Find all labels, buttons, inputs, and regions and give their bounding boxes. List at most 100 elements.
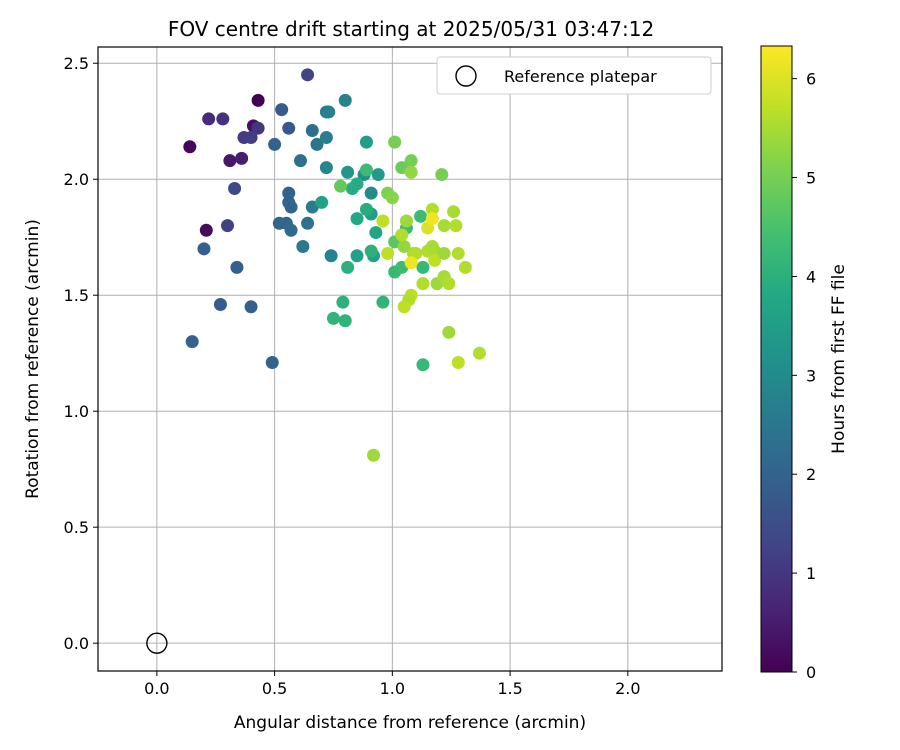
colorbar-label: Hours from first FF file <box>829 264 849 454</box>
data-point <box>376 214 390 228</box>
data-point <box>416 277 430 291</box>
data-point <box>472 346 486 360</box>
data-point <box>364 186 378 200</box>
data-point <box>202 112 216 126</box>
data-point <box>251 121 265 135</box>
data-point <box>435 168 449 182</box>
x-axis-ticks: 0.0 0.5 1.0 1.5 2.0 <box>144 671 641 698</box>
data-point <box>449 219 463 233</box>
data-point <box>414 209 428 223</box>
data-point <box>425 202 439 216</box>
data-point <box>324 249 338 263</box>
data-point <box>197 242 211 256</box>
colorbar-tick-label: 6 <box>806 70 816 89</box>
data-point <box>388 135 402 149</box>
colorbar-ticks: 0 1 2 3 4 5 6 <box>792 70 816 682</box>
data-point <box>213 297 227 311</box>
data-point <box>315 195 329 209</box>
data-point <box>447 205 461 219</box>
data-point <box>451 355 465 369</box>
data-point <box>183 140 197 154</box>
data-point <box>251 93 265 107</box>
data-point <box>395 228 409 242</box>
data-point <box>284 200 298 214</box>
data-point <box>336 295 350 309</box>
data-point <box>397 300 411 314</box>
data-point <box>319 130 333 144</box>
colorbar: 0 1 2 3 4 5 6 Hours from first FF file <box>760 45 849 682</box>
colorbar-tick-label: 1 <box>806 564 816 583</box>
x-axis-label: Angular distance from reference (arcmin) <box>234 713 586 733</box>
data-point <box>319 161 333 175</box>
data-point <box>367 448 381 462</box>
data-point <box>338 314 352 328</box>
y-tick-label: 2.0 <box>64 170 89 189</box>
data-point <box>451 246 465 260</box>
x-tick-label: 1.5 <box>497 679 522 698</box>
x-tick-label: 0.5 <box>262 679 287 698</box>
legend-marker <box>455 65 477 87</box>
data-point <box>381 246 395 260</box>
data-point <box>223 154 237 168</box>
data-point <box>437 219 451 233</box>
data-point <box>404 256 418 270</box>
data-point <box>350 177 364 191</box>
y-tick-label: 2.5 <box>64 54 89 73</box>
data-point <box>371 168 385 182</box>
data-point <box>425 212 439 226</box>
data-point <box>334 179 348 193</box>
data-point <box>282 186 296 200</box>
data-point <box>244 300 258 314</box>
x-tick-label: 0.0 <box>144 679 169 698</box>
data-point <box>244 130 258 144</box>
data-point <box>350 212 364 226</box>
data-point <box>428 253 442 267</box>
data-point <box>275 103 289 117</box>
data-point <box>221 219 235 233</box>
data-point <box>235 151 249 165</box>
data-point <box>322 105 336 119</box>
reference-platepar-marker <box>146 632 168 654</box>
data-point <box>341 260 355 274</box>
legend: Reference platepar <box>436 56 712 95</box>
data-point <box>338 93 352 107</box>
legend-box <box>436 56 712 95</box>
data-point <box>350 249 364 263</box>
colorbar-tick-label: 2 <box>806 465 816 484</box>
data-point <box>341 165 355 179</box>
plot-area-frame <box>97 46 723 672</box>
data-point <box>364 244 378 258</box>
y-tick-label: 1.0 <box>64 402 89 421</box>
data-point <box>437 246 451 260</box>
data-point <box>296 239 310 253</box>
colorbar-tick-label: 4 <box>806 267 816 286</box>
data-point <box>305 124 319 138</box>
data-point <box>442 277 456 291</box>
colorbar-tick-label: 3 <box>806 366 816 385</box>
data-point <box>216 112 230 126</box>
data-point <box>416 260 430 274</box>
data-point <box>265 355 279 369</box>
data-point <box>185 335 199 349</box>
y-tick-label: 0.5 <box>64 518 89 537</box>
data-point <box>369 226 383 240</box>
data-points <box>183 68 486 462</box>
colorbar-gradient <box>760 45 793 673</box>
data-point <box>359 163 373 177</box>
y-tick-label: 0.0 <box>64 634 89 653</box>
data-point <box>284 223 298 237</box>
data-point <box>359 202 373 216</box>
data-point <box>301 216 315 230</box>
data-point <box>359 135 373 149</box>
data-point <box>294 154 308 168</box>
data-point <box>399 214 413 228</box>
data-point <box>228 182 242 196</box>
y-tick-label: 1.5 <box>64 286 89 305</box>
y-axis-label: Rotation from reference (arcmin) <box>23 219 43 499</box>
data-point <box>442 325 456 339</box>
reference-marker-group <box>146 632 168 654</box>
data-point <box>416 358 430 372</box>
colorbar-tick-label: 0 <box>806 663 816 682</box>
data-point <box>199 223 213 237</box>
